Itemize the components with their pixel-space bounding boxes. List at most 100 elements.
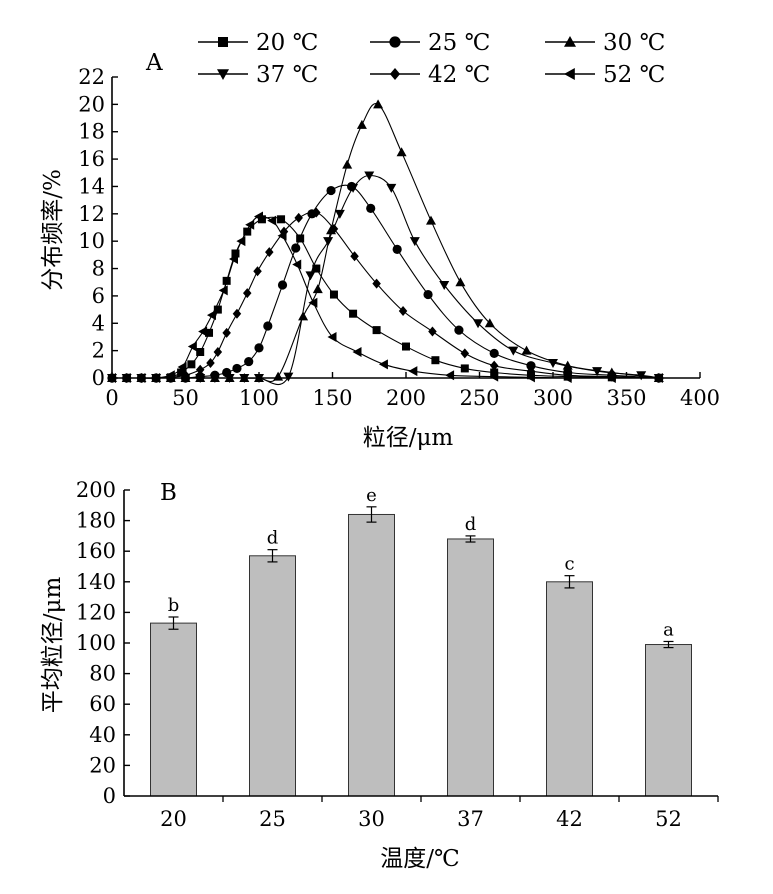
data-point-37-12	[305, 271, 316, 281]
data-point-52-7	[198, 326, 208, 337]
significance-label-52: a	[663, 619, 674, 640]
legend-label: 25 ℃	[428, 30, 490, 56]
y-tick-label: 20	[89, 753, 116, 777]
data-point-52-13	[254, 211, 263, 222]
data-point-37-20	[473, 319, 484, 329]
legend-entry-25: 25 ℃	[370, 30, 490, 56]
panel-a-y-axis-label: 分布频率/%	[40, 169, 66, 291]
data-point-30-23	[562, 360, 573, 370]
series-markers-30	[107, 99, 664, 382]
y-tick-label: 4	[92, 311, 105, 335]
data-point-30-20	[455, 277, 466, 287]
legend-entry-52: 52 ℃	[545, 62, 665, 88]
data-point-42-20	[398, 305, 408, 316]
bar-group-42: c	[546, 554, 593, 797]
data-point-42-17	[329, 223, 339, 234]
data-point-52-15	[277, 230, 287, 241]
data-point-37-21	[508, 346, 519, 356]
data-point-42-19	[372, 278, 381, 289]
legend-entry-20: 20 ℃	[198, 30, 318, 56]
y-tick-label: 120	[76, 600, 116, 624]
data-point-37-14	[334, 209, 345, 219]
data-point-52-20	[378, 359, 388, 370]
y-tick-label: 16	[78, 147, 105, 171]
data-point-20-21	[431, 356, 440, 365]
data-point-20-23	[490, 368, 499, 377]
data-point-30-15	[342, 159, 353, 169]
data-point-42-22	[460, 348, 470, 359]
series-markers-25	[107, 181, 664, 383]
data-point-20-16	[312, 264, 321, 273]
panel-a-curves	[111, 103, 659, 386]
data-point-25-21	[454, 325, 464, 335]
data-point-30-19	[425, 215, 436, 225]
data-point-20-15	[296, 234, 305, 243]
data-point-52-8	[206, 310, 216, 321]
y-tick-label: 20	[78, 92, 105, 116]
data-point-37-16	[364, 171, 375, 181]
data-point-25-20	[423, 289, 433, 300]
panel-b-tag: B	[160, 480, 177, 506]
category-label-52: 52	[655, 807, 682, 831]
data-point-52-10	[229, 253, 239, 264]
series-line-37	[111, 174, 659, 386]
data-point-42-11	[242, 288, 252, 299]
data-point-25-10	[244, 356, 254, 367]
panel-a-markers	[107, 99, 664, 383]
data-point-30-21	[484, 318, 495, 328]
data-point-37-22	[548, 358, 558, 368]
data-point-25-14	[291, 243, 301, 253]
data-point-42-15	[294, 212, 303, 223]
panel-a-tag: A	[145, 50, 163, 76]
y-tick-label: 0	[92, 366, 105, 390]
data-point-42-13	[265, 247, 274, 258]
x-tick-label: 300	[533, 386, 573, 410]
data-point-20-14	[277, 215, 286, 224]
y-tick-label: 40	[89, 723, 116, 747]
legend-label: 20 ℃	[256, 30, 318, 56]
data-point-20-10	[222, 276, 231, 285]
data-point-20-17	[329, 290, 338, 299]
data-point-37-19	[439, 280, 450, 290]
x-tick-label: 350	[606, 386, 646, 410]
y-tick-label: 100	[76, 631, 116, 655]
data-point-25-18	[366, 203, 376, 213]
panel-a-x-axis-label: 粒径/μm	[363, 425, 454, 451]
bar-52	[645, 644, 692, 797]
data-point-20-11	[231, 249, 240, 258]
bar-30	[348, 513, 395, 797]
legend-marker-42	[389, 68, 401, 80]
bar-group-30: e	[348, 485, 395, 797]
data-point-52-6	[187, 341, 197, 352]
data-point-30-18	[396, 147, 407, 157]
data-point-25-22	[489, 348, 499, 358]
category-label-25: 25	[259, 807, 286, 831]
data-point-30-13	[312, 284, 323, 294]
data-point-30-11	[273, 371, 284, 381]
data-point-20-9	[213, 305, 222, 314]
data-point-52-16	[292, 259, 302, 270]
bar-group-37: d	[447, 514, 494, 797]
category-label-37: 37	[457, 807, 484, 831]
series-line-20	[111, 216, 659, 379]
data-point-52-18	[327, 331, 337, 342]
data-point-42-16	[312, 207, 321, 218]
legend-marker-52	[564, 68, 575, 80]
data-point-25-11	[254, 343, 264, 353]
data-point-42-8	[213, 347, 223, 358]
series-line-42	[111, 211, 659, 379]
data-point-52-14	[267, 215, 277, 226]
data-point-30-12	[298, 311, 309, 321]
series-markers-20	[108, 215, 663, 382]
significance-label-42: c	[564, 554, 574, 575]
data-point-25-12	[263, 321, 273, 331]
category-label-30: 30	[358, 807, 385, 831]
bar-group-20: b	[150, 595, 197, 797]
x-tick-label: 50	[172, 386, 199, 410]
legend-entry-30: 30 ℃	[545, 30, 665, 56]
bar-group-25: d	[249, 528, 296, 797]
series-markers-52	[107, 211, 663, 383]
panel-b-y-axis-label: 平均粒径/μm	[40, 577, 66, 714]
data-point-20-20	[402, 342, 410, 351]
